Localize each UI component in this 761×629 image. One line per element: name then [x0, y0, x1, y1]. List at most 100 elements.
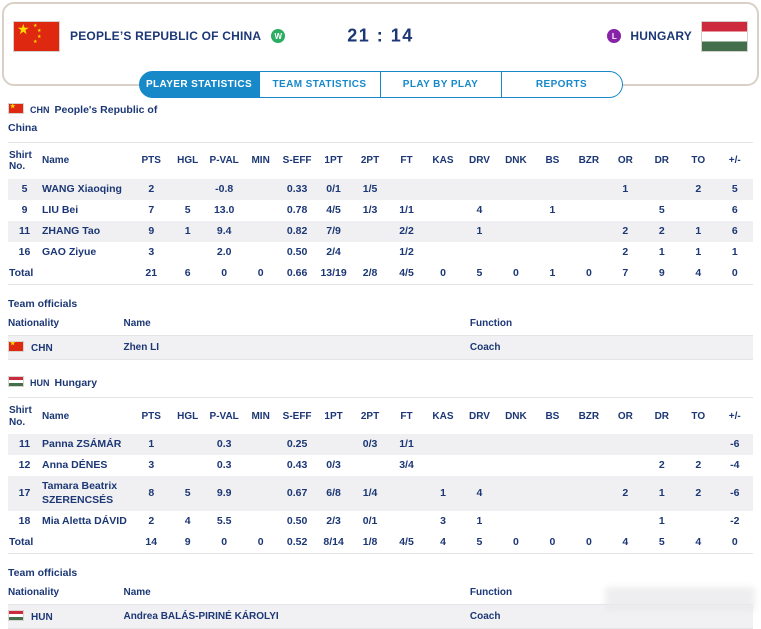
- stat-cell: [498, 179, 534, 200]
- away-team-label: HUN Hungary: [8, 375, 173, 393]
- stats-column-header: BZR: [570, 141, 608, 179]
- stat-cell: 1: [476, 514, 483, 527]
- stat-cell: 2: [622, 486, 629, 499]
- stat-cell: [425, 200, 461, 221]
- stat-cell: [461, 179, 497, 200]
- player-name: Tamara Beatrix SZERENCSÉS: [42, 480, 118, 506]
- total-stat-cell: 7: [607, 263, 644, 286]
- player-statistics-panel: ★ CHN People's Republic of China Shirt No.…: [0, 86, 761, 629]
- stat-cell: 1: [695, 224, 702, 237]
- stats-column-header: S-EFF: [278, 397, 316, 435]
- stat-cell: [425, 179, 461, 200]
- stats-column-header: DNK: [497, 397, 535, 435]
- total-stat-cell: 0: [716, 263, 753, 286]
- stats-column-header: OR: [607, 397, 644, 435]
- player-row: 11 ZHANG Tao 9 1 9.4 0.82 7/9 2/2 1 2 2 1 6: [8, 220, 753, 243]
- stat-cell: 1: [658, 514, 665, 527]
- stat-cell: [534, 221, 570, 242]
- official-name: Zhen LI: [123, 335, 470, 361]
- away-team-fullname: Hungary: [54, 377, 98, 390]
- player-row: 17 Tamara Beatrix SZERENCSÉS 8 5 9.9 0.67 6/8 1…: [8, 476, 753, 511]
- tab-bar: PLAYER STATISTICS TEAM STATISTICS PLAY BY …: [138, 71, 623, 98]
- stats-column-header: OR: [607, 141, 644, 179]
- stat-cell: [498, 455, 534, 476]
- shirt-number: 16: [18, 246, 31, 259]
- tab-team-statistics[interactable]: TEAM STATISTICS: [259, 71, 381, 98]
- home-team-name: PEOPLE’S REPUBLIC OF CHINA: [70, 29, 262, 43]
- total-stat-cell: 2/8: [351, 263, 389, 286]
- total-stat-cell: 9: [169, 531, 206, 554]
- home-player-stats-table: Shirt No. Name PTS HGL P-VAL MIN S-EFF 1PT 2PT FT…: [8, 141, 753, 286]
- stat-cell: 0/1: [326, 182, 341, 195]
- officials-col-function: Function: [469, 311, 753, 337]
- stats-column-header: TO: [680, 397, 717, 435]
- stat-cell: 1: [731, 246, 738, 259]
- total-stat-cell: 0: [205, 531, 243, 554]
- player-name: LIU Bei: [42, 203, 79, 216]
- stats-column-header: PTS: [133, 397, 170, 435]
- stat-cell: [571, 200, 607, 221]
- stat-cell: 1: [695, 246, 702, 259]
- stat-cell: [169, 242, 205, 263]
- stat-cell: [425, 242, 461, 263]
- player-name: WANG Xiaoqing: [42, 182, 122, 195]
- stat-cell: 9.9: [216, 486, 232, 499]
- stat-cell: [388, 476, 424, 510]
- player-row: 11 Panna ZSÁMÁR 1 0.3 0.25 0/3 1/1 -6: [8, 434, 753, 456]
- stat-cell: [571, 455, 607, 476]
- player-row: 9 LIU Bei 7 5 13.0 0.78 4/5 1/3 1/1 4 1 5 6: [8, 200, 753, 221]
- stat-cell: 2: [148, 182, 155, 195]
- total-stat-cell: 0: [242, 531, 279, 554]
- total-stat-cell: 5: [643, 531, 681, 554]
- home-officials-table: Nationality Name Function ★ CHN Zhen LI C…: [8, 311, 753, 361]
- stat-cell: [169, 455, 205, 476]
- player-row: 18 Mia Aletta DÁVID 2 4 5.5 0.50 2/3 0/1 3 1 1 -2: [8, 511, 753, 532]
- total-stat-cell: 6: [169, 263, 206, 286]
- officials-col-nationality: Nationality: [8, 579, 124, 605]
- stat-cell: 1/4: [362, 486, 378, 499]
- home-team-code: CHN: [30, 105, 50, 115]
- stat-cell: [607, 200, 643, 221]
- stat-cell: -4: [730, 459, 740, 472]
- hungary-flag-small: [8, 609, 24, 621]
- stat-cell: 8: [148, 486, 155, 499]
- stat-cell: 3: [148, 459, 155, 472]
- stat-cell: 2/2: [399, 224, 414, 237]
- stat-cell: [169, 434, 205, 455]
- stat-cell: 4: [476, 486, 483, 499]
- watermark: [605, 587, 755, 611]
- total-label: Total: [8, 263, 133, 286]
- stat-cell: 6: [731, 203, 738, 216]
- tab-reports[interactable]: REPORTS: [501, 71, 623, 98]
- stats-column-header: S-EFF: [278, 141, 316, 179]
- stat-cell: 0/1: [362, 514, 378, 527]
- tab-play-by-play[interactable]: PLAY BY PLAY: [380, 71, 502, 98]
- stat-cell: [571, 179, 607, 200]
- stat-cell: -6: [730, 486, 740, 499]
- stat-cell: 1: [476, 224, 483, 237]
- stats-column-header: KAS: [424, 141, 462, 179]
- tab-player-statistics[interactable]: PLAYER STATISTICS: [138, 71, 260, 98]
- stats-column-header: Name: [41, 141, 133, 179]
- shirt-number: 17: [18, 486, 31, 499]
- away-team-header: L HUNGARY: [607, 20, 748, 52]
- stat-cell: 2: [695, 486, 702, 499]
- official-nationality: HUN: [8, 604, 124, 629]
- stat-cell: -6: [730, 438, 740, 451]
- china-flag: ★ ★ ★ ★ ★: [13, 20, 60, 52]
- stat-cell: [498, 511, 534, 532]
- stat-cell: 1: [549, 203, 556, 216]
- stat-cell: [242, 242, 278, 263]
- home-team-label: ★ CHN People's Republic of China: [8, 102, 173, 138]
- hungary-flag: [701, 20, 748, 52]
- stat-cell: [388, 179, 424, 200]
- stat-cell: [534, 434, 570, 455]
- match-score: 21 : 14: [347, 25, 414, 46]
- stats-column-header: +/-: [716, 141, 753, 179]
- officials-heading: Team officials: [8, 298, 78, 311]
- stat-cell: 4/5: [326, 203, 341, 216]
- stats-column-header: 1PT: [315, 397, 352, 435]
- stat-cell: [607, 511, 643, 532]
- total-stat-cell: 21: [133, 263, 170, 286]
- total-stat-cell: 0: [242, 263, 279, 286]
